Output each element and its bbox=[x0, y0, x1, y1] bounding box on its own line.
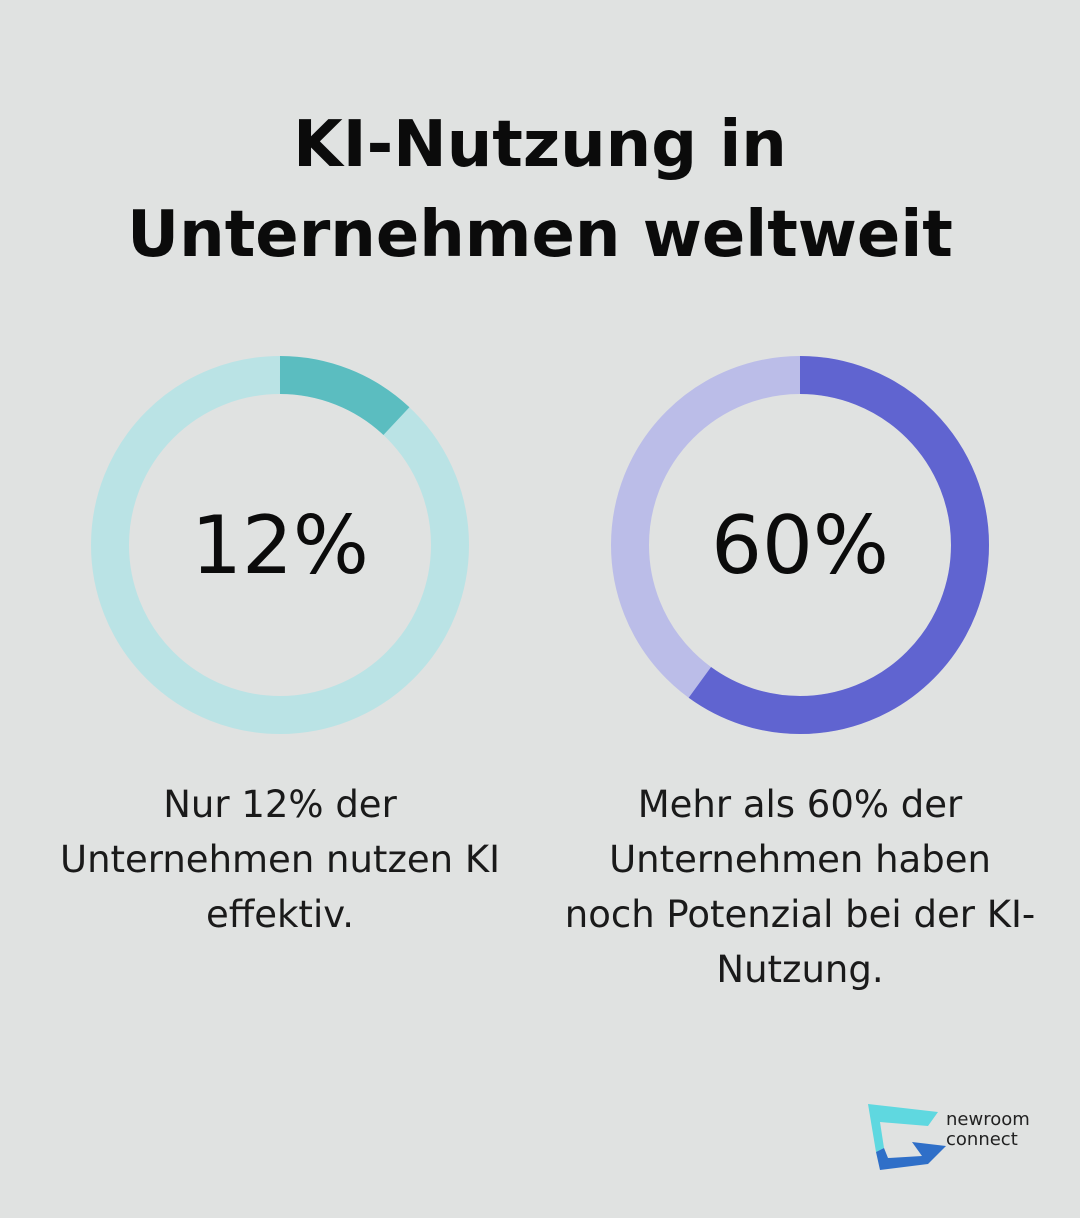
donut-arc-2 bbox=[611, 356, 989, 734]
brand-logo-icon bbox=[868, 1104, 946, 1170]
logo-line-2: connect bbox=[946, 1129, 1018, 1150]
title-line-2: Unternehmen weltweit bbox=[127, 198, 953, 272]
donut-value-2: 60% bbox=[711, 498, 889, 592]
donut-svg-1 bbox=[91, 356, 469, 734]
donut-ring-1: 12% bbox=[90, 355, 470, 735]
donut-value-1: 12% bbox=[191, 498, 369, 592]
donut-caption-2: Mehr als 60% der Unternehmen haben noch … bbox=[564, 783, 1036, 991]
brand-logo: newroom connect bbox=[866, 1100, 1046, 1180]
donut-arc-1 bbox=[91, 356, 469, 734]
logo-shape-top bbox=[868, 1104, 938, 1152]
donut-svg-2 bbox=[611, 356, 989, 734]
brand-logo-text: newroom connect bbox=[946, 1110, 1030, 1150]
donut-chart-1: 12% Nur 12% der Unternehmen nutzen KI ef… bbox=[20, 355, 540, 942]
donut-chart-2: 60% Mehr als 60% der Unternehmen haben n… bbox=[540, 355, 1060, 997]
title-line-1: KI-Nutzung in bbox=[293, 108, 787, 182]
donut-ring-2: 60% bbox=[610, 355, 990, 735]
logo-shape-bottom bbox=[876, 1142, 946, 1170]
logo-line-1: newroom bbox=[946, 1109, 1030, 1130]
donut-caption-1: Nur 12% der Unternehmen nutzen KI effekt… bbox=[59, 783, 501, 936]
page-title: KI-Nutzung in Unternehmen weltweit bbox=[0, 100, 1080, 280]
